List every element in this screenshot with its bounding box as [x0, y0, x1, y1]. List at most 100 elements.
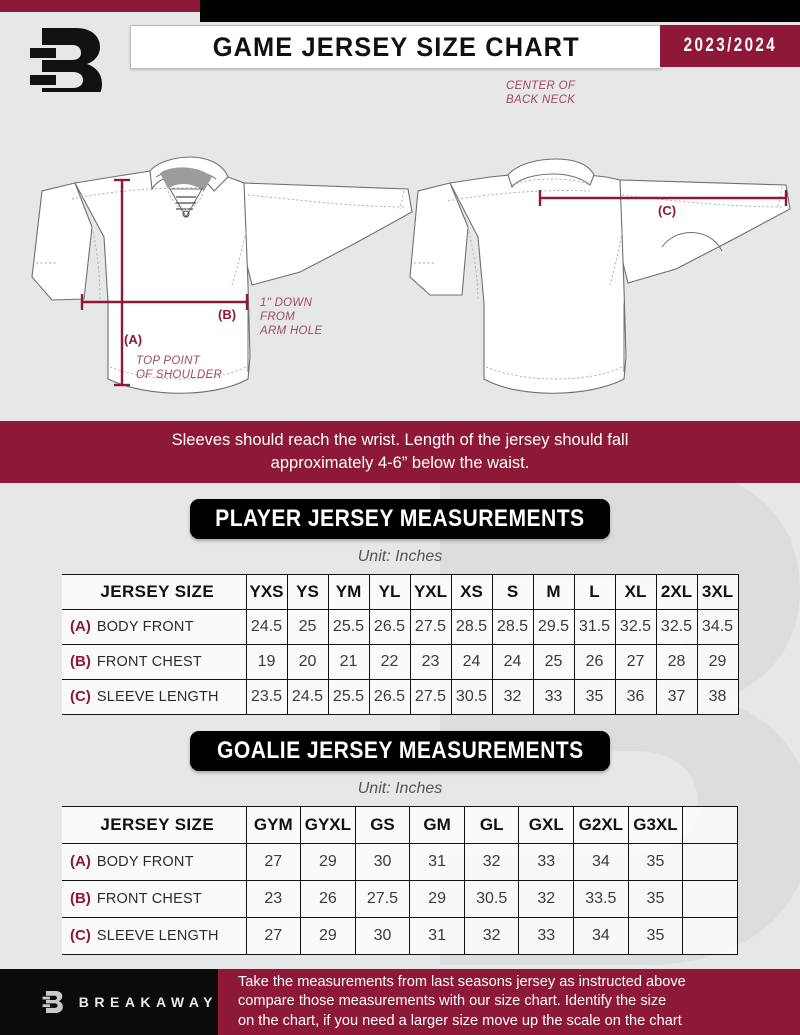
measurement-cell: 28.5: [450, 609, 493, 645]
size-header-yxl: YXL: [409, 574, 452, 610]
measurement-cell: 26: [573, 644, 616, 680]
marker-b-note-line1: 1" DOWN: [260, 297, 313, 309]
jersey-size-header: JERSEY SIZE: [62, 806, 247, 844]
measurement-cell: 27.5: [354, 880, 411, 918]
measurement-cell: 29: [696, 644, 739, 680]
measurement-cell: 32.5: [614, 609, 657, 645]
measurement-cell: 32.5: [655, 609, 698, 645]
size-header-s: S: [491, 574, 534, 610]
measurement-name: FRONT CHEST: [96, 654, 202, 670]
marker-a-note-line2: OF SHOULDER: [136, 369, 222, 381]
size-header-gs: GS: [354, 806, 411, 844]
size-header-empty: [682, 806, 738, 844]
measurement-cell: 37: [655, 679, 698, 715]
measurement-row-label: (A) BODY FRONT: [62, 609, 247, 645]
measurement-row-label: (C) SLEEVE LENGTH: [62, 917, 247, 955]
jersey-diagram-area: .jf{fill:#ffffff;stroke:#6f7072;stroke-w…: [0, 67, 800, 417]
footer-brand-block: BREAKAWAY: [0, 969, 218, 1035]
measurement-cell: 33: [518, 843, 575, 881]
measurement-cell: 31.5: [573, 609, 616, 645]
measurement-cell: 24.5: [286, 679, 329, 715]
player-table-body: JERSEY SIZE YXS YS YM YL YXL XS S M L XL 2XL 3XL (A) B…: [62, 574, 739, 715]
measurement-name: FRONT CHEST: [96, 891, 202, 907]
size-header-yxs: YXS: [245, 574, 288, 610]
front-jersey-illustration: (B) (A) TOP POINT OF SHOULDER 1" DOWN FR…: [31, 156, 413, 394]
measurement-cell: 29: [300, 917, 356, 955]
measurement-cell: 26.5: [368, 679, 411, 715]
size-header-ym: YM: [327, 574, 370, 610]
measurement-cell: 24.5: [245, 609, 288, 645]
measurement-name: SLEEVE LENGTH: [96, 928, 219, 944]
size-header-l: L: [573, 574, 616, 610]
size-header-yl: YL: [368, 574, 411, 610]
measurement-cell: 27.5: [409, 679, 452, 715]
size-header-gym: GYM: [245, 806, 302, 844]
size-header-g2xl: G2XL: [573, 806, 629, 844]
measurement-cell: 28.5: [491, 609, 534, 645]
page-header: GAME JERSEY SIZE CHART 2023/2024: [0, 22, 800, 92]
measurement-cell: 26: [300, 880, 356, 918]
jersey-diagrams-svg: .jf{fill:#ffffff;stroke:#6f7072;stroke-w…: [31, 80, 791, 394]
measurement-row-label: (C) SLEEVE LENGTH: [62, 679, 247, 715]
marker-c-label: (C): [658, 203, 676, 218]
fit-note-line2: approximately 4-6” below the waist.: [270, 454, 530, 472]
table-row: (C) SLEEVE LENGTH 27 29 30 31 32 33 34 35: [62, 917, 738, 955]
goalie-measurements-table: JERSEY SIZE GYM GYXL GS GM GL GXL G2XL G3XL (A) BO…: [62, 806, 738, 955]
measurement-cell: 27: [614, 644, 657, 680]
measurement-cell: 19: [245, 644, 288, 680]
measurement-cell: 35: [627, 843, 684, 881]
table-row: (B) FRONT CHEST 19 20 21 22 23 24 24 25 26 27 28 29: [62, 644, 739, 680]
size-header-xs: XS: [450, 574, 493, 610]
table-row: (C) SLEEVE LENGTH 23.5 24.5 25.5 26.5 27.5 30.5…: [62, 679, 739, 715]
measurement-cell: 30: [354, 843, 411, 881]
measurement-cell: 34: [573, 843, 629, 881]
measurement-marker: (B): [70, 890, 91, 907]
measurement-cell: 29: [300, 843, 356, 881]
measurement-cell: 38: [696, 679, 739, 715]
measurement-cell: 27: [245, 917, 302, 955]
size-header-3xl: 3XL: [696, 574, 739, 610]
footer-note-line1: Take the measurements from last seasons …: [238, 973, 686, 990]
size-header-g3xl: G3XL: [627, 806, 684, 844]
player-measurements-table: JERSEY SIZE YXS YS YM YL YXL XS S M L XL 2XL 3XL (A) B…: [62, 574, 739, 715]
goalie-section-label: GOALIE JERSEY MEASUREMENTS: [216, 737, 584, 764]
measurement-cell: 30.5: [463, 880, 520, 918]
measurement-cell: 25: [286, 609, 329, 645]
measurement-cell: 34.5: [696, 609, 739, 645]
footer-instructions: Take the measurements from last seasons …: [218, 969, 800, 1035]
measurement-cell: 30: [354, 917, 411, 955]
measurement-cell: 23: [245, 880, 302, 918]
measurement-cell: 22: [368, 644, 411, 680]
season-badge: 2023/2024: [660, 25, 800, 67]
measurement-cell: 35: [627, 880, 684, 918]
goalie-table-wrap: JERSEY SIZE GYM GYXL GS GM GL GXL G2XL G3XL (A) BO…: [62, 806, 738, 955]
player-table-wrap: JERSEY SIZE YXS YS YM YL YXL XS S M L XL 2XL 3XL (A) B…: [62, 574, 739, 715]
footer-brand-name: BREAKAWAY: [78, 994, 218, 1010]
measurement-cell: [682, 917, 738, 955]
size-header-ys: YS: [286, 574, 329, 610]
size-header-gm: GM: [409, 806, 465, 844]
marker-b-note-line3: ARM HOLE: [259, 325, 322, 337]
measurement-marker: (B): [70, 653, 91, 670]
measurement-name: BODY FRONT: [96, 619, 194, 635]
breakaway-b-logo-icon: [42, 991, 63, 1013]
page-footer: BREAKAWAY Take the measurements from las…: [0, 969, 800, 1035]
measurement-cell: 31: [409, 843, 465, 881]
back-jersey-illustration: (C) CENTER OF BACK NECK: [409, 80, 791, 394]
measurement-marker: (A): [70, 618, 91, 635]
fit-note-line1: Sleeves should reach the wrist. Length o…: [171, 431, 629, 450]
measurement-cell: [682, 880, 738, 918]
top-strip-black: [200, 0, 800, 22]
measurement-cell: 27: [245, 843, 302, 881]
footer-note-line3: on the chart, if you need a larger size …: [238, 1012, 682, 1029]
measurement-cell: 33: [532, 679, 575, 715]
measurement-marker: (A): [70, 853, 91, 870]
measurement-cell: 26.5: [368, 609, 411, 645]
player-unit-label: Unit: Inches: [357, 548, 443, 565]
measurement-cell: 27.5: [409, 609, 452, 645]
measurement-cell: 35: [573, 679, 616, 715]
page-title: GAME JERSEY SIZE CHART: [212, 31, 580, 62]
measurement-cell: 23.5: [245, 679, 288, 715]
measurement-cell: 34: [573, 917, 629, 955]
measurement-row-label: (A) BODY FRONT: [62, 843, 247, 881]
